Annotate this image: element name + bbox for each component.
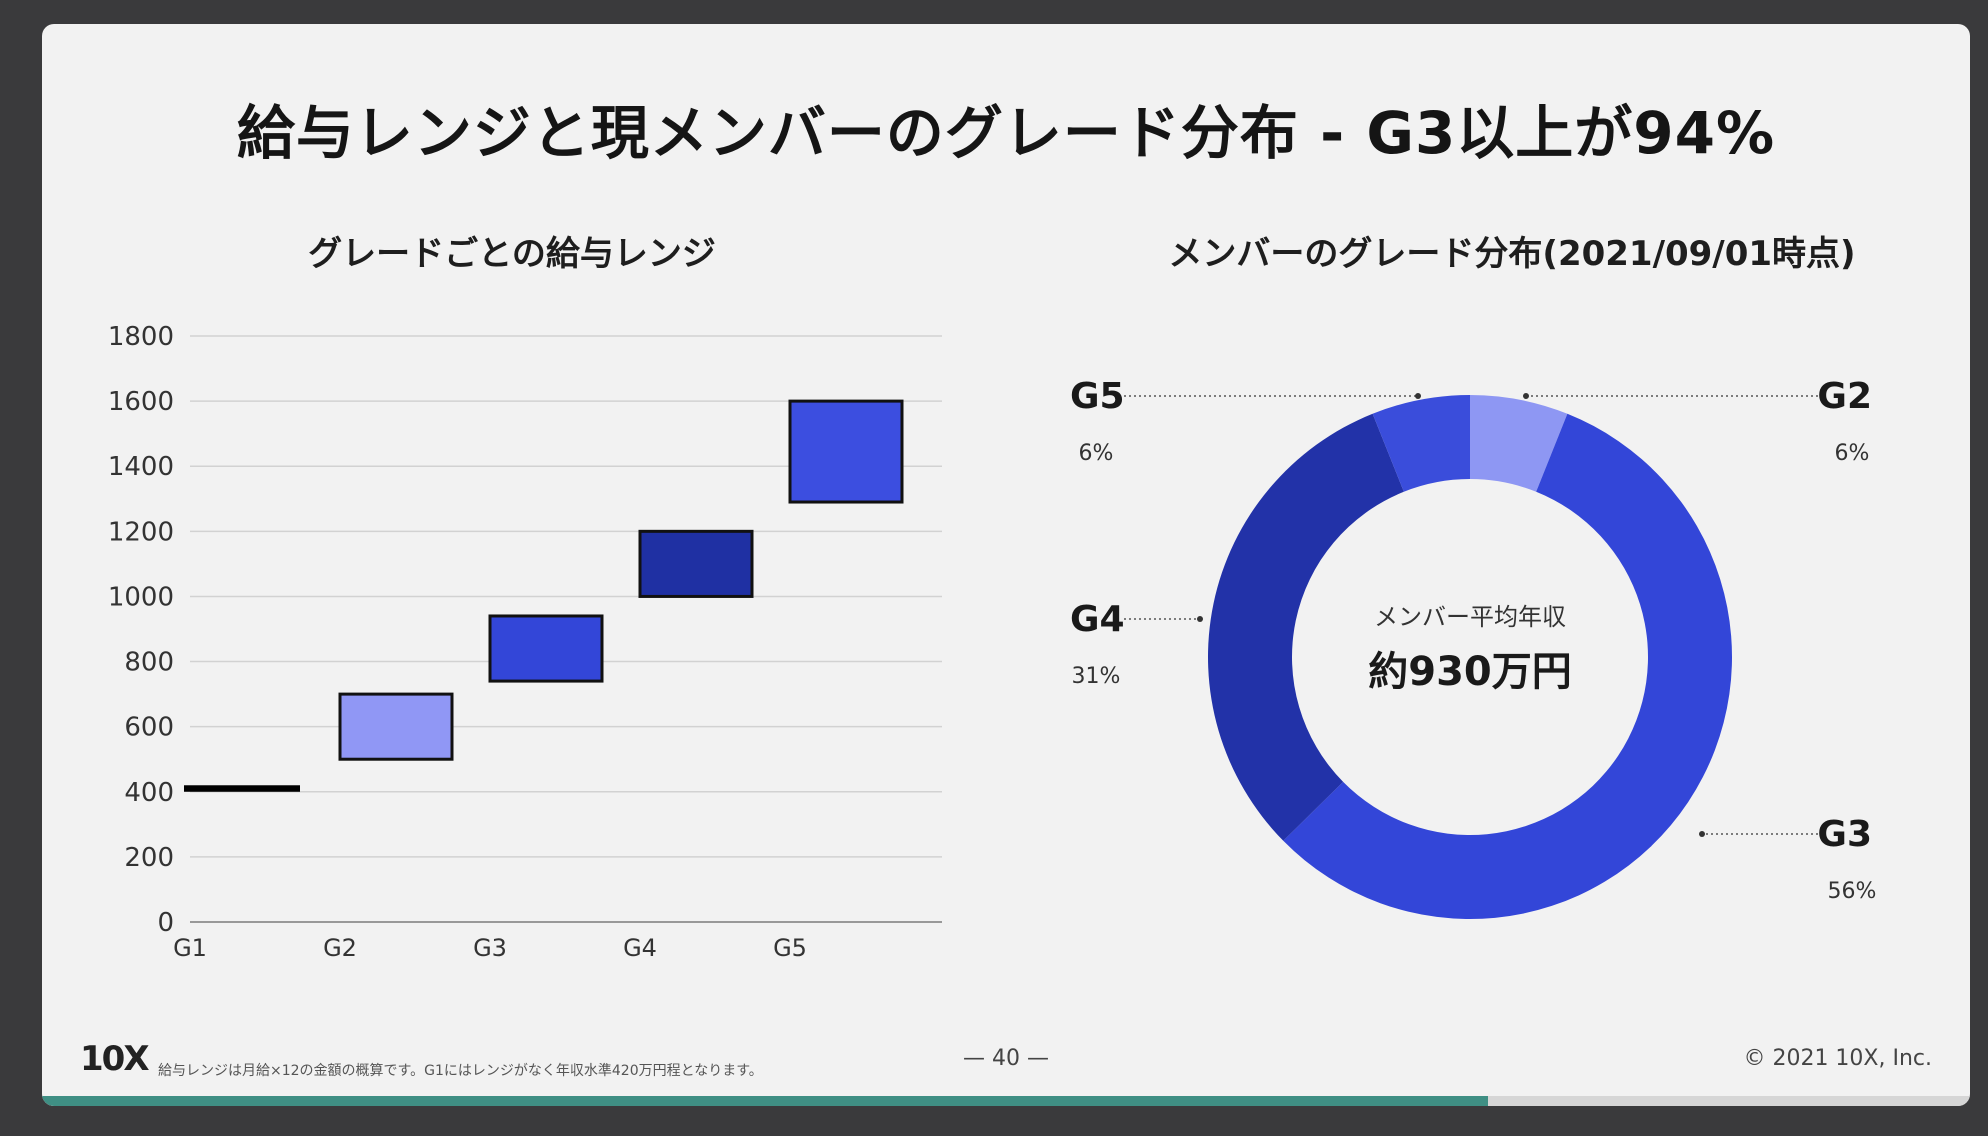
donut-label-g4: G4	[1070, 599, 1125, 640]
range-bar-g4	[638, 529, 754, 598]
footer-note: 給与レンジは月給×12の金額の概算です。G1にはレンジがなく年収水準420万円程…	[158, 1063, 763, 1079]
y-tick-label: 1000	[108, 582, 174, 612]
donut-percent-g2: 6%	[1835, 441, 1870, 466]
x-tick-label: G1	[173, 934, 207, 962]
range-bar-g5	[788, 399, 904, 504]
range-bar-g1	[184, 785, 300, 792]
donut-chart-title: メンバーのグレード分布(2021/09/01時点)	[1168, 234, 1856, 274]
y-tick-label: 600	[124, 713, 174, 743]
donut-label-g5: G5	[1070, 376, 1125, 417]
bar-chart-title: グレードごとの給与レンジ	[308, 234, 716, 274]
x-tick-label: G3	[473, 934, 507, 962]
donut-leader-dot-g4	[1197, 616, 1203, 622]
y-tick-label: 1400	[108, 452, 174, 482]
company-logo: 10X	[80, 1039, 150, 1079]
charts-canvas: 0 200 400 600 800 1000 1200 1400 1600 1800 G1 G2 G3 G…	[108, 322, 1877, 962]
donut-leader-dot-g5	[1415, 393, 1421, 399]
y-tick-label: 0	[157, 908, 174, 938]
range-bar-g3	[488, 614, 604, 683]
range-bar-g2	[338, 692, 454, 761]
donut-label-g2: G2	[1817, 376, 1872, 417]
y-tick-label: 1600	[108, 387, 174, 417]
page-title: 給与レンジと現メンバーのグレード分布 - G3以上が94%	[236, 99, 1776, 167]
donut-percent-g3: 56%	[1828, 879, 1877, 904]
donut-slice-g2	[1470, 395, 1568, 492]
page-number: — 40 —	[963, 1046, 1049, 1071]
y-tick-label: 1800	[108, 322, 174, 352]
donut-percent-g5: 6%	[1079, 441, 1114, 466]
donut-slice-g5	[1372, 395, 1470, 492]
y-tick-label: 200	[124, 843, 174, 873]
donut-leader-dot-g2	[1523, 393, 1529, 399]
x-tick-label: G2	[323, 934, 357, 962]
y-tick-label: 1200	[108, 517, 174, 547]
donut-slice-g3	[1283, 413, 1732, 919]
x-tick-label: G4	[623, 934, 657, 962]
donut-center-label: メンバー平均年収	[1374, 603, 1566, 631]
copyright: © 2021 10X, Inc.	[1743, 1046, 1932, 1071]
donut-label-g3: G3	[1817, 814, 1872, 855]
progress-track	[42, 1096, 1970, 1106]
y-tick-label: 800	[124, 648, 174, 678]
donut-slice-g4	[1207, 413, 1404, 841]
x-tick-label: G5	[773, 934, 807, 962]
y-tick-label: 400	[124, 778, 174, 808]
donut-percent-g4: 31%	[1072, 664, 1121, 689]
donut-leader-dot-g3	[1699, 831, 1705, 837]
donut-center-value: 約930万円	[1368, 649, 1572, 695]
slide: 給与レンジと現メンバーのグレード分布 - G3以上が94% グレードごとの給与レ…	[42, 24, 1970, 1106]
progress-fill	[42, 1096, 1488, 1106]
